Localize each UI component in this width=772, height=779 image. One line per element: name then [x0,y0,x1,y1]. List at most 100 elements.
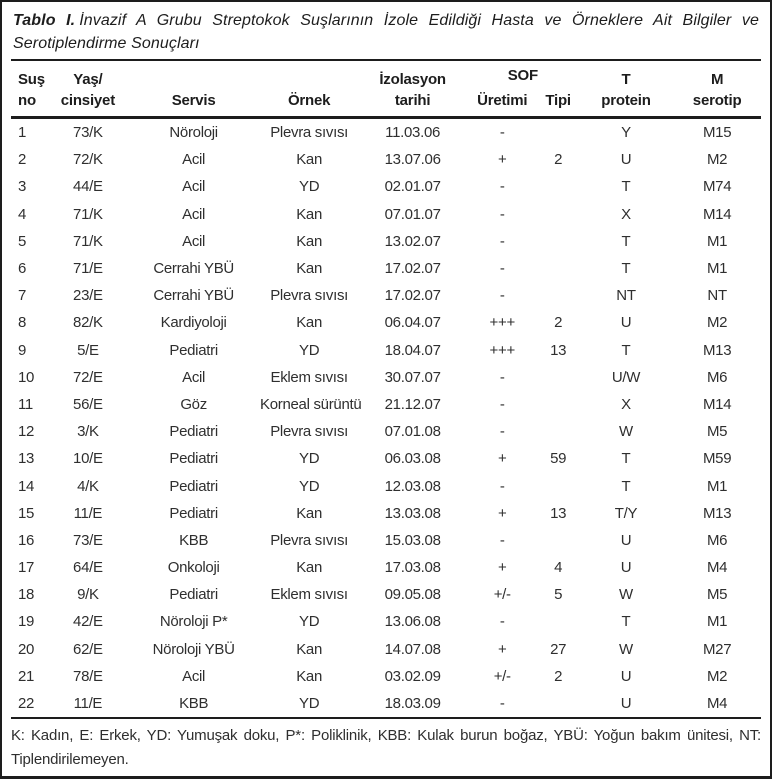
cell-t-protein: U [620,559,632,577]
cell-sof-type [537,472,578,499]
header-row-1: Suş no Yaş/cinsiyet Servis Örnek İzolasyo… [11,61,761,119]
cell-m-serotype: M1 [706,232,728,250]
cell-m-serotype: M14 [702,205,732,223]
cell-isolation-date: 09.05.08 [384,586,441,604]
cell-m-serotype: M27 [702,640,732,658]
cell-age-sex: 10/E [73,450,103,468]
cell-sof-production: - [499,178,505,196]
cell-m-serotype: M13 [702,504,732,522]
table-row: 5 71/K Acil Kan 13.02.07 - T M1 [11,228,761,255]
cell-strain-no: 13 [18,450,35,468]
cell-t-protein: NT [616,287,636,305]
cell-isolation-date: 12.03.08 [384,477,441,495]
table-row: 16 73/E KBB Plevra sıvısı 15.03.08 - U M6 [11,527,761,554]
table-row: 11 56/E Göz Korneal sürüntü 21.12.07 - X M14 [11,391,761,418]
cell-m-serotype: M4 [706,695,728,713]
cell-strain-no: 9 [18,341,27,359]
cell-age-sex: 71/K [73,232,103,250]
cell-sof-production: + [498,559,507,577]
cell-specimen: Plevra sıvısı [270,423,349,441]
cell-sof-type: 5 [554,586,563,604]
cell-specimen: Kan [296,151,323,169]
cell-specimen: Kan [296,260,323,278]
table-title: Tablo I. İnvazif A Grubu Streptokok Suşla… [11,2,761,61]
cell-isolation-date: 07.01.07 [384,205,441,223]
cell-isolation-date: 13.02.07 [384,232,441,250]
cell-sof-production: + [498,151,507,169]
cell-sof-type [537,255,578,282]
cell-m-serotype: M1 [706,477,728,495]
cell-sof-production: - [499,477,505,495]
cell-age-sex: 5/E [77,341,99,359]
cell-specimen: YD [299,178,320,196]
cell-age-sex: 11/E [73,695,103,713]
cell-m-serotype: M4 [706,559,728,577]
cell-t-protein: W [619,423,633,441]
cell-service: Pediatri [169,586,218,604]
cell-strain-no: 2 [18,151,27,169]
cell-isolation-date: 11.03.06 [385,124,441,142]
col-header-specimen: Örnek [260,61,359,119]
cell-sof-type [537,118,578,147]
cell-sof-type [537,690,578,717]
cell-t-protein: W [619,640,633,658]
cell-specimen: Kan [296,232,323,250]
table-row: 22 11/E KBB YD 18.03.09 - U M4 [11,690,761,717]
table-header: Suş no Yaş/cinsiyet Servis Örnek İzolasyo… [11,61,761,119]
cell-age-sex: 44/E [73,178,103,196]
table-footnote: K: Kadın, E: Erkek, YD: Yumuşak doku, P*… [11,727,761,769]
cell-sof-production: + [498,450,507,468]
cell-sof-production: +/- [493,586,511,604]
cell-specimen: Eklem sıvısı [270,586,349,604]
table-row: 6 71/E Cerrahi YBÜ Kan 17.02.07 - T M1 [11,255,761,282]
cell-specimen: Eklem sıvısı [270,368,349,386]
cell-sof-type: 27 [550,640,567,658]
cell-sof-type: 13 [550,504,567,522]
header-line: cinsiyet [60,92,115,109]
cell-isolation-date: 02.01.07 [384,178,441,196]
cell-service: Nöroloji [169,124,218,142]
cell-age-sex: 64/E [73,559,103,577]
footnote-divider [11,717,761,720]
cell-specimen: YD [299,477,320,495]
cell-service: Acil [182,205,206,223]
cell-service: Pediatri [169,504,218,522]
table-title-text: İnvazif A Grubu Streptokok Suşlarının İz… [13,12,759,52]
table-row: 7 23/E Cerrahi YBÜ Plevra sıvısı 17.02.07 - NT… [11,282,761,309]
cell-sof-production: - [499,695,505,713]
col-header-strain-no: Suş no [11,61,49,119]
header-line: tarihi [394,92,431,109]
cell-strain-no: 15 [18,504,35,522]
cell-isolation-date: 18.04.07 [384,341,441,359]
cell-service: KBB [179,531,209,549]
cell-t-protein: U [620,151,632,169]
cell-t-protein: Y [621,124,631,142]
table-row: 14 4/K Pediatri YD 12.03.08 - T M1 [11,472,761,499]
cell-specimen: Plevra sıvısı [270,287,349,305]
cell-sof-type [537,608,578,635]
cell-strain-no: 14 [18,477,35,495]
cell-isolation-date: 14.07.08 [384,640,441,658]
cell-m-serotype: M74 [702,178,732,196]
header-line: T [621,71,631,88]
table-row: 8 82/K Kardiyoloji Kan 06.04.07 +++ 2 U M2 [11,309,761,336]
cell-m-serotype: M6 [706,368,728,386]
cell-specimen: Kan [296,640,323,658]
cell-strain-no: 8 [18,314,27,332]
table-body: 1 73/K Nöroloji Plevra sıvısı 11.03.06- Y M15 2… [11,118,761,718]
cell-strain-no: 3 [18,178,27,196]
cell-sof-production: - [499,287,505,305]
cell-t-protein: U [620,667,632,685]
table-row: 13 10/E Pediatri YD 06.03.08 +59 T M59 [11,445,761,472]
cell-sof-production: +++ [489,314,516,332]
cell-service: Acil [182,667,206,685]
cell-isolation-date: 06.03.08 [384,450,441,468]
cell-isolation-date: 03.02.09 [384,667,441,685]
table-row: 9 5/E Pediatri YD 18.04.07 +++ 13 T M13 [11,337,761,364]
cell-t-protein: W [619,586,633,604]
col-header-service: Servis [127,61,260,119]
cell-m-serotype: M59 [702,450,732,468]
data-table: Suş no Yaş/cinsiyet Servis Örnek İzolasyo… [11,61,761,717]
cell-sof-production: +++ [489,341,516,359]
